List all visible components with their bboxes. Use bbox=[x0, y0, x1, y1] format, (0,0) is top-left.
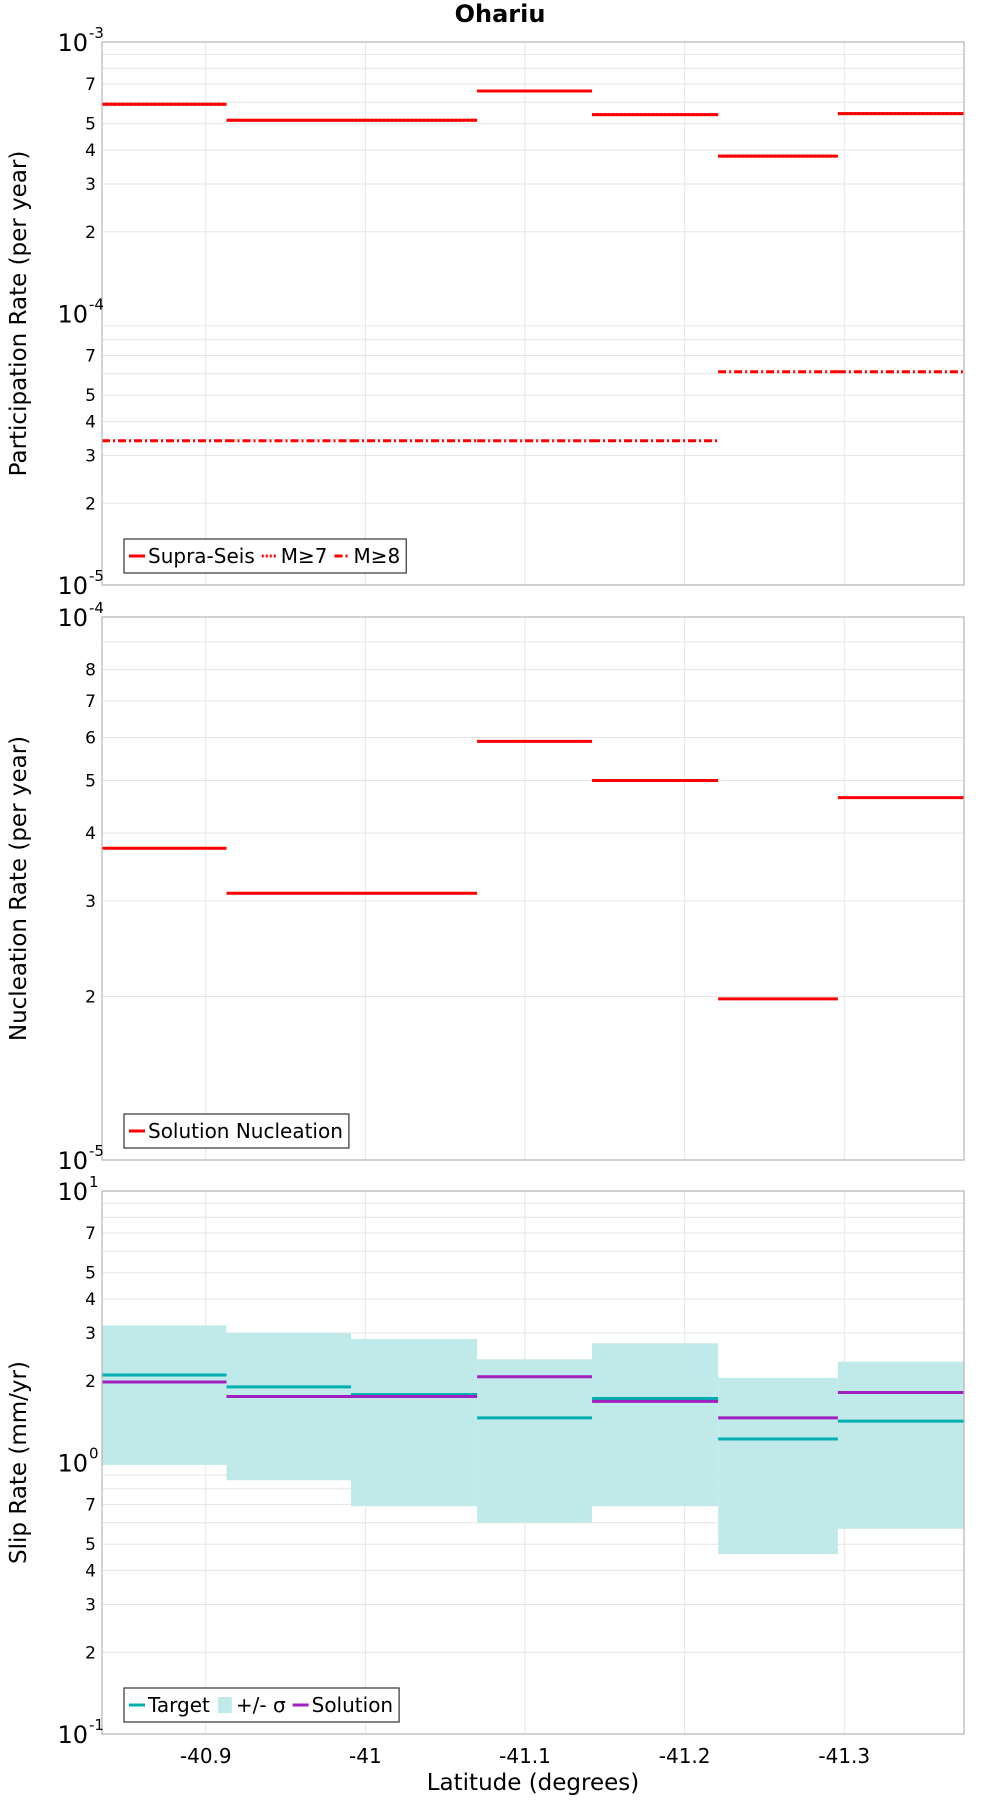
y-minor-tick-label: 3 bbox=[85, 1324, 96, 1344]
legend-label: Supra-Seis bbox=[148, 544, 255, 568]
y-major-tick-label: 10 bbox=[57, 301, 88, 329]
series-solution-nucleation bbox=[102, 739, 964, 1001]
sigma-band-segment bbox=[102, 1325, 227, 1465]
y-major-tick-label: 10 bbox=[57, 29, 88, 57]
sigma-band-segment bbox=[718, 1377, 838, 1555]
legend: Supra-Seis M≥7 M≥8 bbox=[123, 538, 407, 574]
series-m-7 bbox=[102, 89, 964, 158]
y-minor-tick-label: 2 bbox=[85, 1372, 96, 1392]
y-axis-label: Nucleation Rate (per year) bbox=[6, 736, 32, 1041]
legend: Target +/- σ Solution bbox=[123, 1687, 400, 1723]
y-minor-tick-label: 3 bbox=[85, 892, 96, 912]
legend-label: +/- σ bbox=[236, 1693, 286, 1717]
y-major-tick-label: 10 bbox=[57, 1178, 88, 1206]
y-major-tick-exponent: -3 bbox=[89, 24, 104, 42]
y-minor-tick-label: 7 bbox=[85, 1224, 96, 1244]
y-minor-tick-label: 4 bbox=[85, 824, 96, 844]
y-minor-tick-label: 5 bbox=[85, 771, 96, 791]
plot-frame bbox=[101, 1190, 965, 1735]
y-major-tick-label: 10 bbox=[57, 1450, 88, 1478]
y-minor-tick-label: 2 bbox=[85, 223, 96, 243]
x-axis-label: Latitude (degrees) bbox=[427, 1770, 640, 1796]
y-minor-tick-label: 7 bbox=[85, 692, 96, 712]
y-major-tick-exponent: 1 bbox=[89, 1173, 99, 1191]
legend-swatch bbox=[217, 1697, 232, 1713]
y-minor-tick-label: 4 bbox=[85, 413, 96, 433]
y-minor-tick-label: 8 bbox=[85, 661, 96, 681]
legend-label: M≥7 bbox=[281, 544, 328, 568]
x-tick-label: -41.3 bbox=[818, 1744, 870, 1768]
x-tick-label: -41 bbox=[349, 1744, 382, 1768]
sigma-band-segment bbox=[226, 1332, 352, 1481]
y-minor-tick-label: 5 bbox=[85, 1535, 96, 1555]
x-tick-label: -41.2 bbox=[659, 1744, 711, 1768]
plot-frame bbox=[101, 41, 965, 586]
series-m-8 bbox=[102, 370, 964, 443]
y-minor-tick-label: 6 bbox=[85, 728, 96, 748]
y-major-tick-label: 10 bbox=[57, 572, 88, 600]
y-minor-tick-label: 4 bbox=[85, 1290, 96, 1310]
y-minor-tick-label: 5 bbox=[85, 115, 96, 135]
y-major-tick-label: 10 bbox=[57, 1721, 88, 1749]
sigma-band-segment bbox=[351, 1339, 478, 1507]
legend-box bbox=[123, 1113, 350, 1149]
legend-label: Target bbox=[147, 1693, 210, 1717]
y-major-tick-label: 10 bbox=[57, 604, 88, 632]
y-minor-tick-label: 2 bbox=[85, 1643, 96, 1663]
y-minor-tick-label: 4 bbox=[85, 1562, 96, 1582]
y-axis-label: Slip Rate (mm/yr) bbox=[6, 1361, 32, 1564]
y-major-tick-exponent: -1 bbox=[89, 1716, 104, 1734]
y-minor-tick-label: 5 bbox=[85, 1264, 96, 1284]
sigma-band-segment bbox=[837, 1361, 964, 1529]
plot-area bbox=[102, 42, 964, 585]
y-minor-tick-label: 3 bbox=[85, 175, 96, 195]
y-minor-tick-label: 5 bbox=[85, 386, 96, 406]
plot-area bbox=[102, 617, 964, 1160]
x-tick-label: -40.9 bbox=[180, 1744, 232, 1768]
y-major-tick-exponent: -5 bbox=[89, 1142, 104, 1160]
y-minor-tick-label: 2 bbox=[85, 988, 96, 1008]
series-target bbox=[102, 1373, 964, 1441]
y-axis-label: Participation Rate (per year) bbox=[6, 151, 32, 477]
x-tick-label: -41.1 bbox=[499, 1744, 551, 1768]
y-major-tick-exponent: -4 bbox=[89, 599, 104, 617]
y-minor-tick-label: 7 bbox=[85, 1496, 96, 1516]
sigma-band-segment bbox=[592, 1343, 719, 1507]
plot-frame bbox=[101, 616, 965, 1161]
y-minor-tick-label: 2 bbox=[85, 494, 96, 514]
y-major-tick-label: 10 bbox=[57, 1147, 88, 1175]
legend-box bbox=[123, 1687, 400, 1723]
legend: Solution Nucleation bbox=[123, 1113, 350, 1149]
sigma-band-segment bbox=[477, 1359, 593, 1523]
chart-title: Ohariu bbox=[455, 0, 546, 28]
y-major-tick-exponent: -5 bbox=[89, 567, 104, 585]
y-minor-tick-label: 4 bbox=[85, 141, 96, 161]
y-minor-tick-label: 3 bbox=[85, 446, 96, 466]
y-major-tick-exponent: 0 bbox=[89, 1445, 99, 1463]
legend-label: M≥8 bbox=[354, 544, 401, 568]
y-minor-tick-label: 7 bbox=[85, 75, 96, 95]
y-major-tick-exponent: -4 bbox=[89, 296, 104, 314]
legend-box bbox=[123, 538, 407, 574]
y-minor-tick-label: 3 bbox=[85, 1595, 96, 1615]
legend-label: Solution Nucleation bbox=[148, 1119, 343, 1143]
y-minor-tick-label: 7 bbox=[85, 347, 96, 367]
legend-label: Solution bbox=[312, 1693, 393, 1717]
series-solution bbox=[102, 1375, 964, 1420]
